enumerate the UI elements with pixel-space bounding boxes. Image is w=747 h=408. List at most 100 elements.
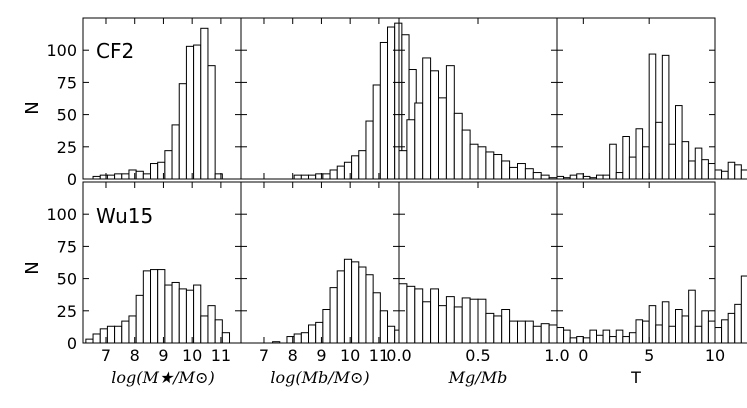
histogram-bar [461,129,471,180]
histogram-bar [406,285,416,344]
histogram-bar [114,325,123,344]
x-tick-label: 5 [644,346,654,365]
histogram-bar [681,141,690,180]
histogram-bar [681,315,690,344]
histogram-bar [532,172,542,180]
histogram-bar [398,283,408,344]
ylabel-top: N [22,101,43,114]
histogram-bar [461,297,471,344]
panel-frame [556,17,716,180]
histogram-bar [734,164,742,180]
histogram-bar [200,27,209,180]
histogram-bar [668,325,676,344]
histogram-bar [406,119,416,180]
histogram-bar [221,332,231,344]
y-tick-label: 25 [57,138,77,157]
histogram-bar [438,97,447,180]
panel-r1-c3: 0 5 10 [556,181,747,365]
histogram-bar [615,172,624,180]
histogram-bar [596,334,604,344]
y-tick-label: 100 [46,205,77,224]
histogram-bar [635,128,644,180]
histogram-bar [485,151,495,180]
histogram-bar [178,83,187,180]
histogram-bar [329,287,338,344]
x-tick-label: 8 [130,346,140,365]
x-tick-label: 10 [705,346,725,365]
histogram-bar [121,173,130,180]
histogram-bar [661,301,670,344]
histogram-bar [430,70,440,180]
histogram-bar [501,309,511,344]
histogram-bar [493,154,503,180]
histogram-bar [485,312,495,344]
histogram-bar [200,315,209,344]
histogram-bar [701,159,709,180]
panel-frame [556,181,716,344]
panel-r0-c2 [398,17,558,180]
panel-r1-c2: 0.0 0.5 1.0 [386,181,570,365]
histogram-bar [609,143,617,180]
histogram-bar [688,289,696,344]
histogram-bar [589,329,597,344]
row-label-wu15: Wu15 [96,204,153,228]
histogram-bar [493,315,503,344]
histogram-bar [707,163,716,180]
histogram-bar [714,169,723,180]
histogram-bar [569,174,578,180]
histogram-bar [351,261,360,344]
histogram-bar [540,323,550,344]
histogram-bar [207,65,216,180]
histogram-bar [648,305,657,344]
histogram-bar [469,143,479,180]
histogram-bar [721,319,729,344]
labels-layer: N N CF2 Wu15 log(M★/M⊙) log(Mb/M⊙) Mg/Mb… [22,39,641,387]
histogram-bar [414,102,424,180]
histogram-bar [602,174,611,180]
histogram-bar [548,324,558,344]
histogram-bar [445,65,455,180]
histogram-bar [596,174,604,180]
x-tick-label: 11 [211,346,231,365]
x-tick-label: 9 [158,346,168,365]
histogram-bar [372,292,381,344]
panel-r1-c1: 7 8 9 10 11 [240,181,403,365]
histogram-bar [509,320,519,344]
histogram-bar [675,309,683,344]
xlabel-gas-fraction: Mg/Mb [448,368,508,387]
histogram-bar [576,173,584,180]
histogram-bar [642,146,650,180]
histogram-bar [178,288,187,344]
histogram-bar [622,336,630,344]
histogram-bar [563,329,571,344]
row-label-cf2: CF2 [96,39,134,63]
histogram-bar [121,320,130,344]
histogram-bar [372,84,381,180]
histogram-bar [106,325,116,344]
histogram-bar [171,281,180,344]
histogram-bar [721,170,729,180]
y-tick-label: 0 [67,170,77,189]
histogram-bar [106,174,116,180]
histogram-bar [642,320,650,344]
histogram-bar [293,174,302,180]
x-tick-label: 11 [369,346,389,365]
histogram-bar [164,150,173,180]
histogram-bar [365,274,374,344]
ylabel-bottom: N [22,261,43,274]
y-tick-label: 100 [46,41,77,60]
histogram-bar [524,320,534,344]
histogram-bar [150,163,159,180]
y-tick-label: 25 [57,302,77,321]
histogram-bar [524,168,534,180]
histogram-bar [92,333,101,344]
histogram-bar [477,146,487,180]
histogram-bar [300,174,310,180]
xlabel-morphological-type: T [630,368,641,387]
histogram-bar [171,124,180,180]
x-tick-label: 10 [182,346,202,365]
histogram-bar [322,173,331,180]
histogram-bar [501,160,511,180]
histogram-bar [422,301,432,344]
histogram-bar [569,337,578,344]
